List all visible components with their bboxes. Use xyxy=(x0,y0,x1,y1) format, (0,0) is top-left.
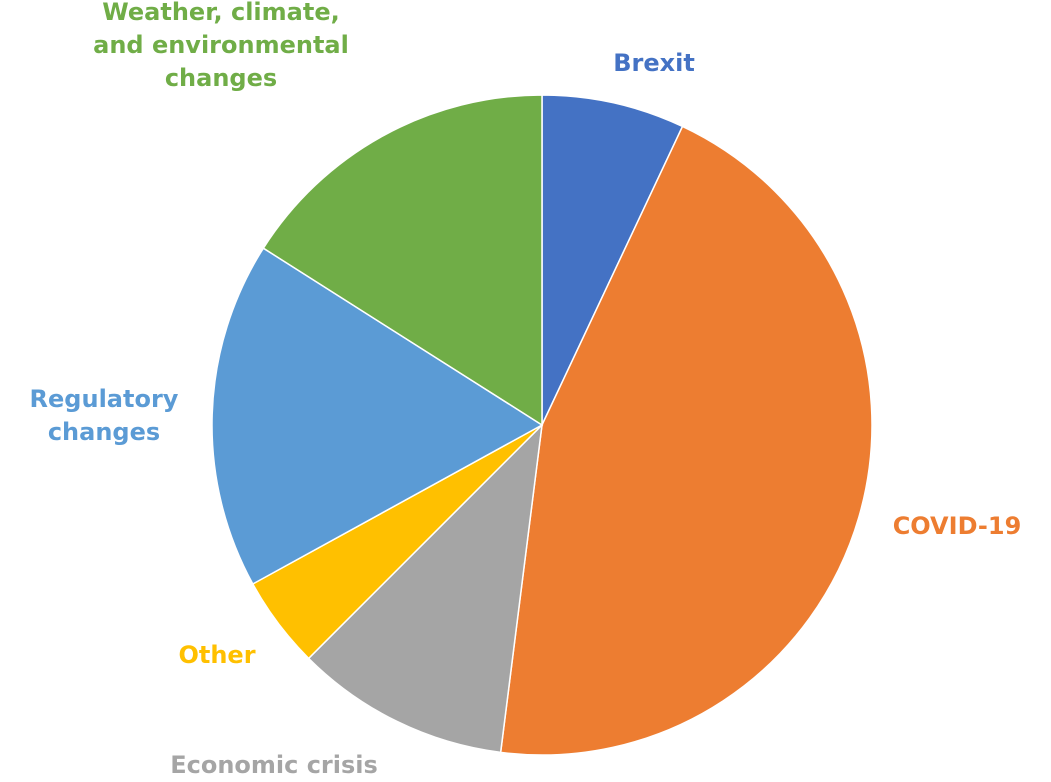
label-line: Other xyxy=(178,641,255,669)
label-line: Brexit xyxy=(613,49,695,77)
slice-economic-crisis xyxy=(307,422,544,754)
slice-regulatory-changes xyxy=(211,247,544,585)
label-line: Economic crisis xyxy=(170,751,378,779)
slice-covid-19 xyxy=(499,125,873,756)
label-other: Other xyxy=(178,641,255,669)
label-line: and environmental xyxy=(93,31,349,59)
slice-weather-climate-and-environmental-changes xyxy=(262,94,543,427)
label-brexit: Brexit xyxy=(613,49,695,77)
pie-slices xyxy=(211,94,873,756)
label-line: Regulatory xyxy=(30,385,179,413)
label-line: changes xyxy=(48,418,160,446)
label-regulatory-changes: Regulatory changes xyxy=(30,385,179,446)
label-line: Weather, climate, xyxy=(102,0,339,26)
label-economic-crisis: Economic crisis xyxy=(170,751,378,779)
slice-brexit xyxy=(541,94,684,426)
label-line: COVID-19 xyxy=(893,512,1022,540)
label-line: changes xyxy=(165,64,277,92)
label-covid-19: COVID-19 xyxy=(893,512,1022,540)
label-weather-climate-and-environmental-changes: Weather, climate, and environmental change… xyxy=(93,0,349,92)
pie-labels: Brexit COVID-19 Economic crisis Other Regula… xyxy=(30,0,1022,779)
